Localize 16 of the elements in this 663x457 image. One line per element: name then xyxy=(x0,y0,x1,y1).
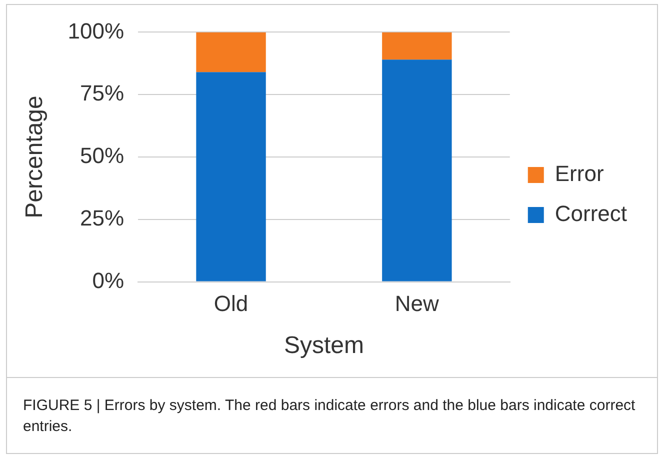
bar xyxy=(382,60,452,282)
x-axis-title: System xyxy=(284,332,364,360)
legend-label: Error xyxy=(554,161,604,186)
x-tick-label: Old xyxy=(214,291,248,316)
y-tick-label: 100% xyxy=(68,18,124,44)
y-tick-label: 50% xyxy=(80,143,124,168)
caption: FIGURE 5 | Errors by system. The red bars indicate errors and the blue bars indicate correct entries. xyxy=(23,396,636,437)
y-tick-label: 25% xyxy=(80,205,124,230)
y-tick-label: 0% xyxy=(92,268,124,293)
legend-label: Correct xyxy=(554,201,627,226)
bar xyxy=(382,32,452,60)
x-tick-label: New xyxy=(394,291,440,316)
y-axis-title: Percentage xyxy=(21,96,48,218)
bar xyxy=(196,32,266,72)
bar xyxy=(196,72,266,282)
y-tick-label: 75% xyxy=(80,80,124,106)
